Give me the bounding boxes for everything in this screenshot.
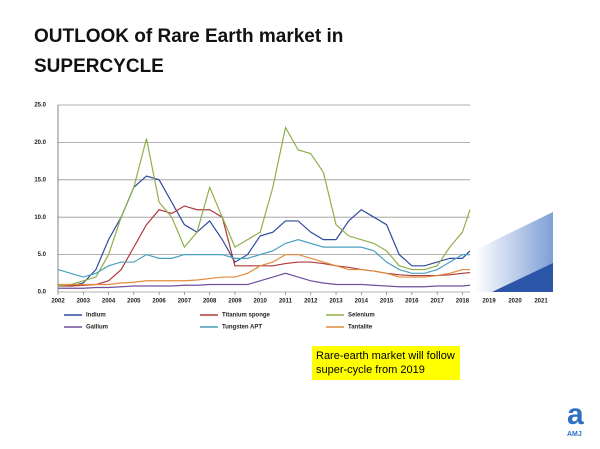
x-tick-label: 2004 [102,299,116,305]
series-line [57,175,471,287]
legend-label: Tantalite [348,325,373,331]
x-tick-label: 2009 [228,299,242,305]
x-tick-label: 2005 [127,299,141,305]
y-tick-label: 10.0 [34,215,46,221]
forecast-year: 2021 [534,299,548,305]
x-tick-label: 2016 [405,299,419,305]
x-tick-label: 2007 [178,299,192,305]
y-tick-label: 15.0 [34,177,46,183]
series-line [58,254,470,286]
x-tick-label: 2013 [329,299,343,305]
slide-title: OUTLOOK of Rare Earth market in SUPERCYC… [34,26,344,77]
x-tick-label: 2012 [304,299,318,305]
y-tick-label: 5.0 [38,252,47,258]
x-tick-label: 2002 [51,299,65,305]
forecast-base [492,263,553,292]
y-tick-label: 25.0 [34,103,46,109]
x-tick-label: 2011 [279,299,293,305]
annotation: Rare-earth market will follow super-cycl… [312,346,460,380]
series-line [57,239,470,278]
forecast-year: 2020 [508,299,522,305]
logo-label: AMJ [567,431,582,438]
forecast-year: 2019 [482,299,496,305]
x-tick-label: 2014 [355,299,369,305]
forecast-band [475,212,553,292]
legend-label: Tungsten APT [222,325,262,331]
series-line [58,205,471,287]
x-tick-label: 2010 [254,299,268,305]
y-tick-label: 20.0 [34,140,46,146]
x-tick-label: 2015 [380,299,394,305]
legend-label: Gallium [86,325,108,331]
series-line [57,125,471,287]
legend-label: Indium [86,313,106,319]
legend-label: Selenium [348,313,375,319]
x-tick-label: 2003 [77,299,91,305]
x-tick-label: 2017 [430,299,444,305]
x-tick-label: 2006 [152,299,166,305]
x-tick-label: 2008 [203,299,217,305]
legend-label: Titanium sponge [222,313,271,319]
logo-mark: a [567,398,584,431]
series-line [58,272,471,289]
y-tick-label: 0.0 [38,290,47,296]
x-tick-label: 2018 [456,299,470,305]
